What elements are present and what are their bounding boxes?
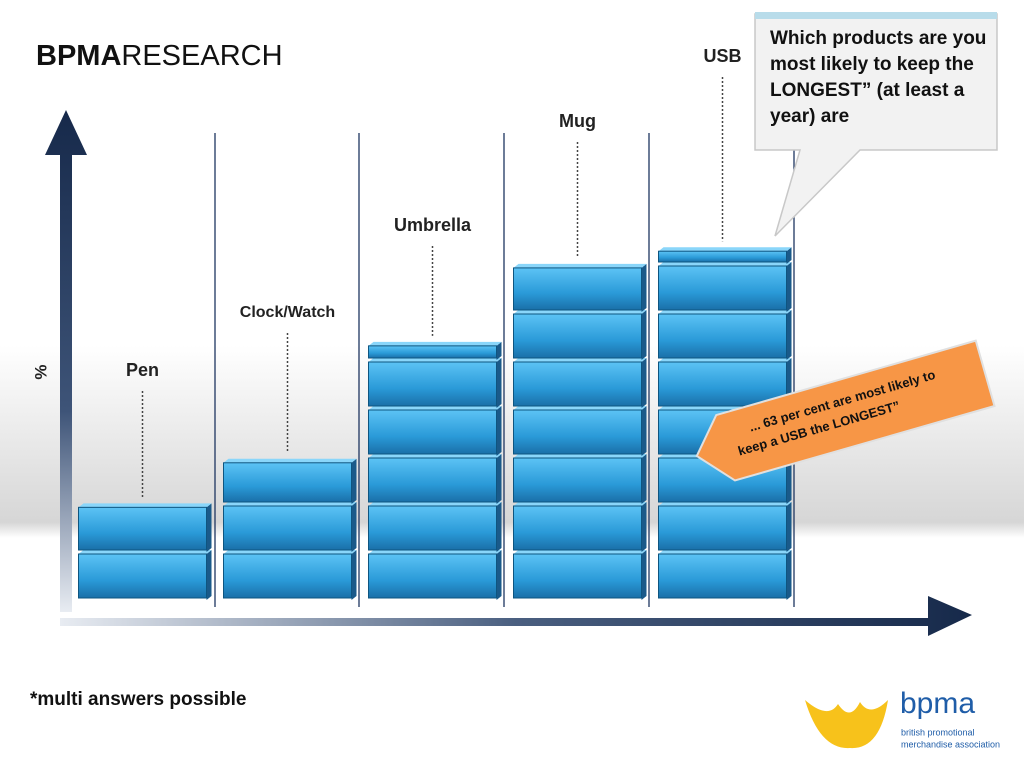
- block-side: [496, 358, 502, 408]
- block-side: [206, 503, 212, 552]
- block: [78, 553, 207, 599]
- y-axis-arrow: [45, 110, 87, 612]
- block: [368, 345, 497, 359]
- block: [368, 457, 497, 503]
- block-side: [786, 262, 792, 312]
- block: [658, 250, 787, 263]
- category-label: Umbrella: [394, 215, 472, 235]
- block-top: [513, 454, 647, 458]
- bar: [368, 341, 502, 600]
- block: [78, 506, 207, 551]
- block-top: [368, 358, 502, 362]
- logo-text: british promotional: [901, 727, 975, 737]
- block-top: [658, 550, 792, 554]
- block-side: [496, 406, 502, 456]
- block-top: [78, 503, 212, 508]
- block: [368, 553, 497, 599]
- bar: [513, 263, 647, 600]
- category-label: Pen: [126, 360, 159, 380]
- block: [658, 505, 787, 551]
- block-side: [786, 310, 792, 360]
- category-label: Mug: [559, 111, 596, 131]
- block: [513, 361, 642, 407]
- block-side: [496, 454, 502, 504]
- block: [368, 361, 497, 407]
- block-top: [513, 358, 647, 362]
- block: [658, 265, 787, 311]
- block-side: [641, 454, 647, 504]
- category-label: Clock/Watch: [240, 304, 335, 321]
- block-side: [641, 550, 647, 600]
- logo-name: bpma: [900, 687, 975, 720]
- block-side: [351, 502, 357, 552]
- block: [223, 505, 352, 551]
- callout-text: Which products are you most likely to ke…: [770, 28, 987, 127]
- slide-title: BPMARESEARCH: [36, 40, 283, 72]
- block: [658, 553, 787, 599]
- block-side: [206, 550, 212, 600]
- block-side: [496, 341, 502, 360]
- block-top: [368, 406, 502, 410]
- block-side: [786, 502, 792, 552]
- block-side: [786, 454, 792, 504]
- block: [368, 505, 497, 551]
- block-side: [786, 550, 792, 600]
- block-side: [641, 406, 647, 456]
- block-top: [658, 502, 792, 506]
- logo: bpma british promotional merchandise ass…: [805, 687, 1000, 749]
- block-top: [658, 247, 792, 252]
- block: [658, 361, 787, 407]
- y-axis-label: %: [31, 364, 50, 379]
- block-top: [223, 458, 357, 463]
- logo-text: merchandise association: [901, 739, 1000, 749]
- block: [658, 313, 787, 359]
- callout: Which products are you most likely to ke…: [754, 12, 998, 237]
- column-dividers: [214, 133, 795, 607]
- bar: [223, 458, 357, 600]
- block-top: [513, 406, 647, 410]
- block-top: [513, 502, 647, 506]
- block-top: [78, 550, 212, 554]
- block-top: [368, 454, 502, 458]
- category-label: USB: [703, 46, 741, 66]
- block-top: [658, 310, 792, 314]
- block-side: [641, 502, 647, 552]
- block: [513, 553, 642, 599]
- block-top: [658, 358, 792, 362]
- block-top: [513, 263, 647, 268]
- block: [223, 553, 352, 599]
- block: [223, 462, 352, 503]
- block-side: [641, 358, 647, 408]
- x-axis-arrow: [60, 596, 972, 636]
- block-top: [368, 502, 502, 506]
- block-top: [223, 502, 357, 506]
- bar: [78, 503, 212, 600]
- block: [513, 457, 642, 503]
- block-top: [513, 310, 647, 314]
- block: [513, 505, 642, 551]
- footnote: *multi answers possible: [30, 689, 246, 710]
- block-top: [368, 550, 502, 554]
- annotation-banner: ... 63 per cent are most likely to keep …: [695, 339, 996, 482]
- block: [513, 267, 642, 311]
- block: [513, 409, 642, 455]
- block-side: [786, 247, 792, 264]
- block-top: [223, 550, 357, 554]
- block-top: [368, 341, 502, 346]
- block-side: [351, 550, 357, 600]
- block: [513, 313, 642, 359]
- block-side: [641, 263, 647, 312]
- block-top: [658, 262, 792, 266]
- block-side: [351, 458, 357, 504]
- block-side: [641, 310, 647, 360]
- block-side: [496, 550, 502, 600]
- block-top: [513, 550, 647, 554]
- block-side: [496, 502, 502, 552]
- block: [368, 409, 497, 455]
